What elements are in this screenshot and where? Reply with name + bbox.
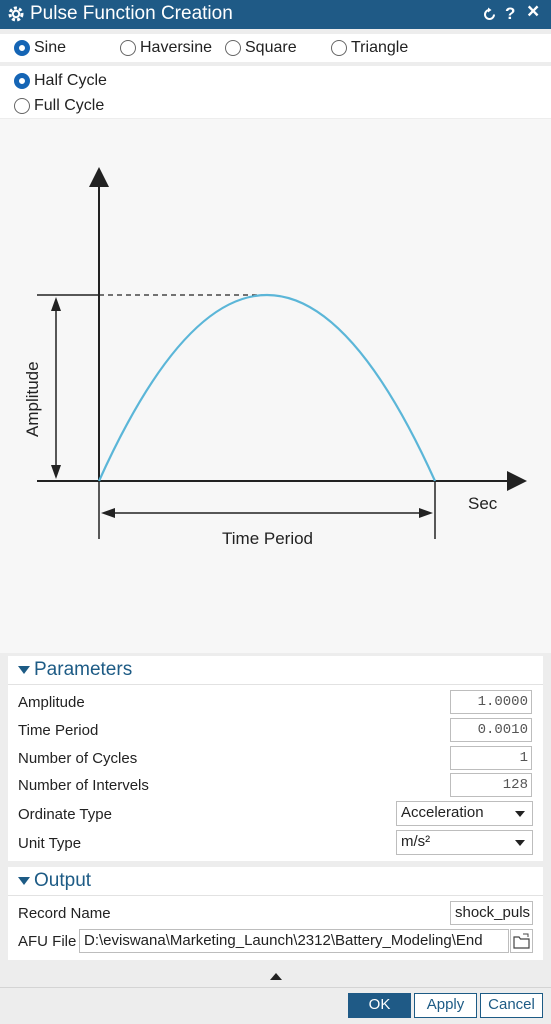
afu-file-field[interactable]: D:\eviswana\Marketing_Launch\2312\Batter… (79, 929, 509, 953)
pulse-type-group: Sine Haversine Square Triangle (0, 34, 551, 62)
ordinate-type-select[interactable]: Acceleration (396, 801, 533, 826)
chevron-down-icon (515, 840, 525, 846)
time-period-field[interactable]: 0.0010 (450, 718, 532, 742)
radio-empty-icon (331, 40, 347, 56)
radio-label: Full Cycle (34, 97, 105, 114)
gear-icon[interactable] (6, 4, 26, 24)
ordinate-type-label: Ordinate Type (18, 806, 112, 823)
parameters-panel: Amplitude 1.0000 Time Period 0.0010 Numb… (8, 685, 543, 861)
ordinate-type-value: Acceleration (401, 804, 484, 821)
cycle-group: Half Cycle Full Cycle (0, 66, 551, 118)
time-period-label: Time Period (222, 529, 313, 548)
chevron-down-icon (515, 811, 525, 817)
reset-icon[interactable] (482, 7, 497, 22)
window-title: Pulse Function Creation (30, 3, 233, 24)
output-title: Output (34, 870, 92, 891)
amplitude-axis-label: Amplitude (23, 361, 42, 437)
footer-divider (0, 987, 551, 988)
collapse-triangle-icon (18, 666, 30, 674)
radio-label: Sine (34, 39, 67, 56)
folder-icon (513, 933, 530, 949)
apply-button[interactable]: Apply (414, 993, 477, 1018)
time-period-label: Time Period (18, 722, 99, 739)
unit-type-label: Unit Type (18, 835, 82, 852)
unit-type-value: m/s² (401, 833, 431, 850)
half-sine-curve (97, 293, 437, 482)
pulse-diagram-svg: Amplitude Sec Time Period (23, 167, 527, 548)
radio-label: Half Cycle (34, 72, 107, 89)
radio-label: Square (245, 39, 297, 56)
close-button[interactable]: × (527, 0, 540, 23)
radio-empty-icon (120, 40, 136, 56)
cycles-label: Number of Cycles (18, 750, 138, 767)
cycles-field[interactable]: 1 (450, 746, 532, 770)
radio-empty-icon (14, 98, 30, 114)
title-bar: Pulse Function Creation ? × (0, 0, 551, 29)
radio-selected-icon (14, 73, 30, 89)
ok-button[interactable]: OK (348, 993, 411, 1018)
radio-label: Haversine (140, 39, 213, 56)
output-section-header[interactable]: Output (8, 867, 543, 896)
intervals-label: Number of Intervels (18, 777, 149, 794)
amplitude-field[interactable]: 1.0000 (450, 690, 532, 714)
radio-label: Triangle (351, 39, 409, 56)
radio-empty-icon (225, 40, 241, 56)
browse-folder-button[interactable] (510, 929, 533, 953)
cancel-button[interactable]: Cancel (480, 993, 543, 1018)
pulse-diagram: Amplitude Sec Time Period (0, 119, 551, 653)
record-name-field[interactable]: shock_puls (450, 901, 533, 925)
collapse-up-icon[interactable] (270, 973, 282, 981)
parameters-title: Parameters (34, 659, 133, 680)
record-name-label: Record Name (18, 905, 111, 922)
parameters-section-header[interactable]: Parameters (8, 656, 543, 685)
output-panel: Record Name shock_puls AFU File D:\evisw… (8, 896, 543, 960)
sec-axis-label: Sec (468, 494, 498, 513)
amplitude-label: Amplitude (18, 694, 85, 711)
afu-file-label: AFU File (18, 933, 77, 950)
intervals-field[interactable]: 128 (450, 773, 532, 797)
help-button[interactable]: ? (505, 4, 516, 23)
radio-selected-icon (14, 40, 30, 56)
collapse-triangle-icon (18, 877, 30, 885)
unit-type-select[interactable]: m/s² (396, 830, 533, 855)
